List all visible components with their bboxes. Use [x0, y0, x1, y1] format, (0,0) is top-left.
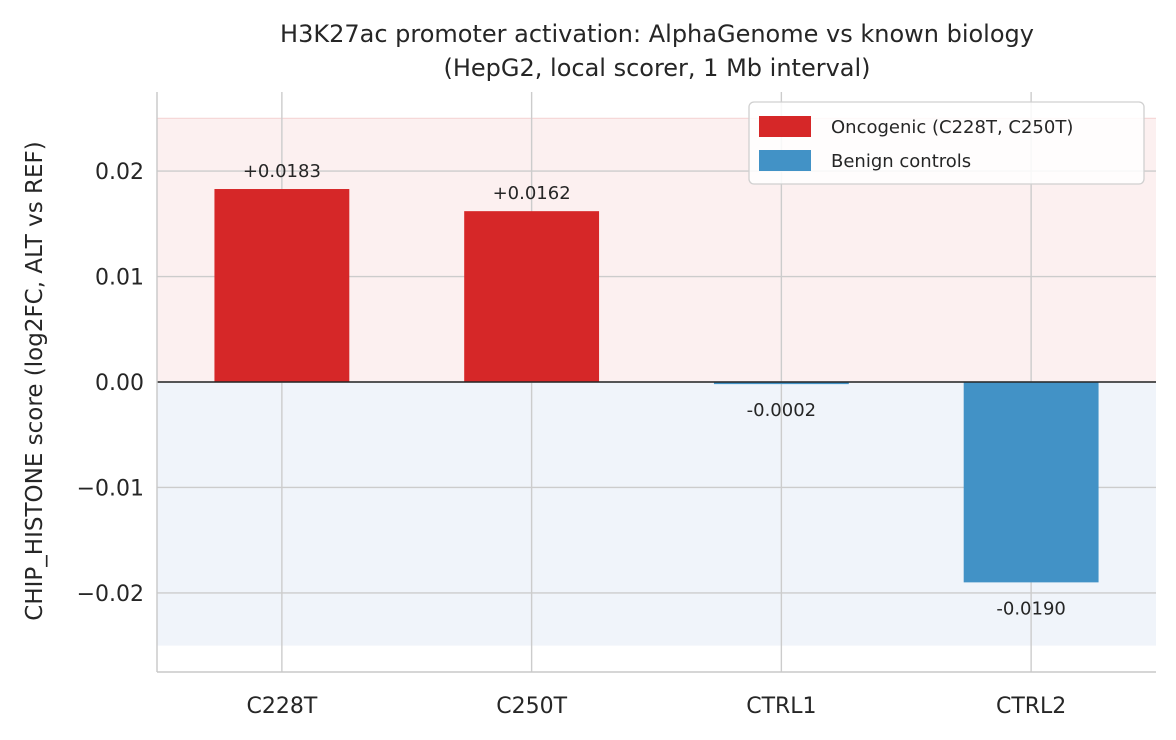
y-tick-labels: −0.02 −0.01 0.00 0.01 0.02 — [77, 160, 144, 607]
data-label-c250t: +0.0162 — [493, 183, 571, 204]
x-tick-label-ctrl1: CTRL1 — [746, 694, 816, 719]
legend-label-benign: Benign controls — [831, 151, 971, 172]
x-tick-label-c228t: C228T — [246, 694, 317, 719]
data-label-ctrl2: -0.0190 — [996, 598, 1065, 619]
legend-swatch-oncogenic — [759, 116, 811, 137]
bar-ctrl2 — [963, 382, 1099, 583]
x-tick-label-ctrl2: CTRL2 — [996, 694, 1066, 719]
y-tick-label-0: −0.02 — [77, 582, 144, 607]
legend: Oncogenic (C228T, C250T) Benign controls — [748, 101, 1145, 185]
y-tick-label-2: 0.00 — [95, 371, 144, 396]
y-tick-label-4: 0.02 — [95, 160, 144, 185]
y-axis-label: CHIP_HISTONE score (log2FC, ALT vs REF) — [22, 141, 48, 620]
chart-subtitle: (HepG2, local scorer, 1 Mb interval) — [443, 54, 870, 82]
bar-ctrl1 — [713, 382, 849, 385]
y-tick-label-1: −0.01 — [77, 476, 144, 501]
bars — [214, 189, 1099, 583]
bar-c228t — [214, 189, 350, 382]
axes — [156, 92, 1156, 673]
data-label-ctrl1: -0.0002 — [747, 400, 816, 421]
chart-title: H3K27ac promoter activation: AlphaGenome… — [280, 20, 1034, 48]
data-label-c228t: +0.0183 — [243, 161, 321, 182]
legend-swatch-benign — [759, 150, 811, 171]
x-tick-label-c250t: C250T — [496, 694, 567, 719]
legend-label-oncogenic: Oncogenic (C228T, C250T) — [831, 117, 1073, 138]
data-labels: +0.0183 +0.0162 -0.0002 -0.0190 — [243, 161, 1066, 619]
x-tick-labels: C228T C250T CTRL1 CTRL2 — [246, 694, 1066, 719]
legend-frame — [748, 101, 1145, 185]
y-tick-label-3: 0.01 — [95, 266, 144, 291]
bar-c250t — [464, 211, 600, 382]
